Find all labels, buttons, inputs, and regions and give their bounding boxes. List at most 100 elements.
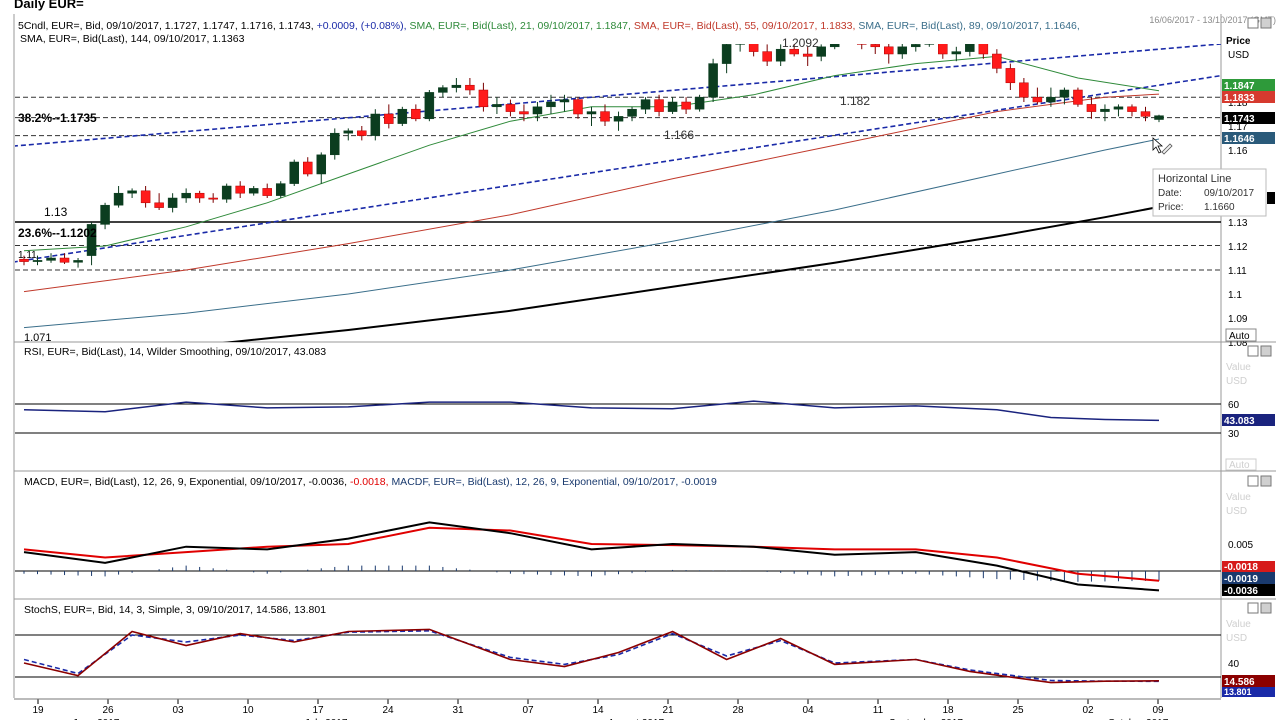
stoch-plot [15,628,1221,684]
price-axis-unit: USD [1228,50,1249,61]
tooltip-date-value: 09/10/2017 [1204,188,1254,199]
price-legend-part-4: SMA, EUR=, Bid(Last), 55, 09/10/2017, 1.… [634,20,858,32]
candle-body [357,130,367,136]
macd-hist-tag-label: -0.0019 [1224,574,1258,585]
annotation-fib-236: 23.6%--1.1202 [18,226,97,240]
candle-body [532,106,543,115]
candle-body [735,44,745,45]
macd-tick-0005: 0.005 [1228,540,1253,551]
annotation-1-11: 1.11 [18,250,37,261]
candle-body [667,101,678,112]
date-range: 16/06/2017 - 13/10/2017 (GMT) [1149,15,1276,25]
tooltip-price-label: Price: [1158,202,1184,213]
sma89-line [23,138,1160,329]
candle-body [208,197,218,200]
maximize-icon[interactable] [1247,17,1259,29]
price-auto-button[interactable]: Auto [1225,328,1257,342]
candle-body [1019,82,1029,98]
x-day-label: 07 [522,705,534,716]
panel-window-buttons[interactable] [1247,17,1272,614]
macd-legend-part-2: MACDF, EUR=, Bid(Last), 12, 26, 9, Expon… [391,476,717,488]
candle-body [19,258,29,262]
candle-body [965,44,975,52]
candle-body [721,44,732,64]
sma55-tag-label: 1.1833 [1224,93,1255,104]
price-annotations: 1.2092 38.2%--1.1735 1.182 1.166 1.13 23… [18,36,870,344]
close-icon[interactable] [1260,602,1272,614]
candle-body [978,44,989,55]
candle-body [586,111,597,115]
candle-body [1140,111,1151,117]
candle-body [519,111,529,115]
price-tick-label: 1.08 [1228,338,1248,349]
x-day-label: 03 [172,705,184,716]
macd-line [23,521,1160,592]
candle-body [100,204,110,225]
candle-body [654,99,664,112]
close-icon[interactable] [1260,345,1272,357]
price-tick-label: 1.12 [1228,242,1248,253]
candle-body [275,183,286,196]
candle-body [681,101,691,110]
price-tick-label: 1.18 [1228,98,1248,109]
macd-signal-tag [1222,561,1275,572]
candle-body [640,99,651,110]
tooltip-price-value: 1.1660 [1204,202,1235,213]
candle-body [86,224,97,256]
candle-body [478,89,489,108]
x-day-label: 26 [102,705,114,716]
candle-body [694,96,705,110]
candle-body [546,101,556,108]
maximize-icon[interactable] [1247,345,1259,357]
annotation-1-182: 1.182 [840,94,870,108]
pencil-cursor-icon [1161,143,1173,155]
close-price-tag [1222,112,1275,124]
close-price-tag-label: 1.1743 [1224,114,1255,125]
sma55-line [23,93,1160,293]
candle-body [451,84,462,88]
price-tick-label: 1.17 [1228,122,1248,133]
candle-body [167,197,178,208]
candle-body [870,44,880,48]
rsi-value-label: Value [1226,362,1251,373]
candle-body [113,192,124,206]
candle-body [127,190,137,194]
candle-body [370,113,381,136]
sma144-line [222,205,1160,342]
price-tick-label: 1.09 [1228,314,1248,325]
candle-body [856,44,867,45]
rsi-value-tag [1222,414,1275,426]
close-icon[interactable] [1260,17,1272,29]
candle-body [1154,115,1164,120]
x-day-label: 10 [242,705,254,716]
macd-tag [1222,584,1275,596]
rsi-auto-label: Auto [1229,460,1250,471]
maximize-icon[interactable] [1247,602,1259,614]
sma21-tag-label: 1.1847 [1224,81,1255,92]
rsi-auto-button[interactable]: Auto [1225,458,1257,471]
stoch-k-tag-label: 14.586 [1224,677,1255,688]
maximize-icon[interactable] [1247,475,1259,487]
price-legend-part-2: +0.0009, (+0.08%), [317,20,410,32]
candle-body [492,104,502,108]
annotation-1-071: 1.071 [24,332,52,344]
macd-legend-part-0: MACD, EUR=, Bid(Last), 12, 26, 9, Expone… [24,476,350,488]
candle-body [1059,89,1070,98]
price-value-tags: 1.1847 1.1833 1.1743 1.1646 [1222,79,1275,204]
x-day-label: 19 [32,705,44,716]
rsi-tick-60: 60 [1228,400,1240,411]
candle-body [992,53,1002,69]
macd-signal-tag-label: -0.0018 [1224,562,1258,573]
close-icon[interactable] [1260,475,1272,487]
macd-tag-label: -0.0036 [1224,586,1258,597]
candle-body [248,188,259,194]
rsi-unit-label: USD [1226,376,1247,387]
price-legend-part-3: SMA, EUR=, Bid(Last), 21, 09/10/2017, 1.… [409,20,633,32]
macd-legend-part-1: -0.0018, [350,476,391,488]
candle-body [59,257,70,263]
annotation-1-13: 1.13 [44,205,68,219]
candle-body [289,161,299,184]
stoch-legend: StochS, EUR=, Bid, 14, 3, Simple, 3, 09/… [24,604,326,616]
price-legend-part-0: 5 [18,20,24,32]
